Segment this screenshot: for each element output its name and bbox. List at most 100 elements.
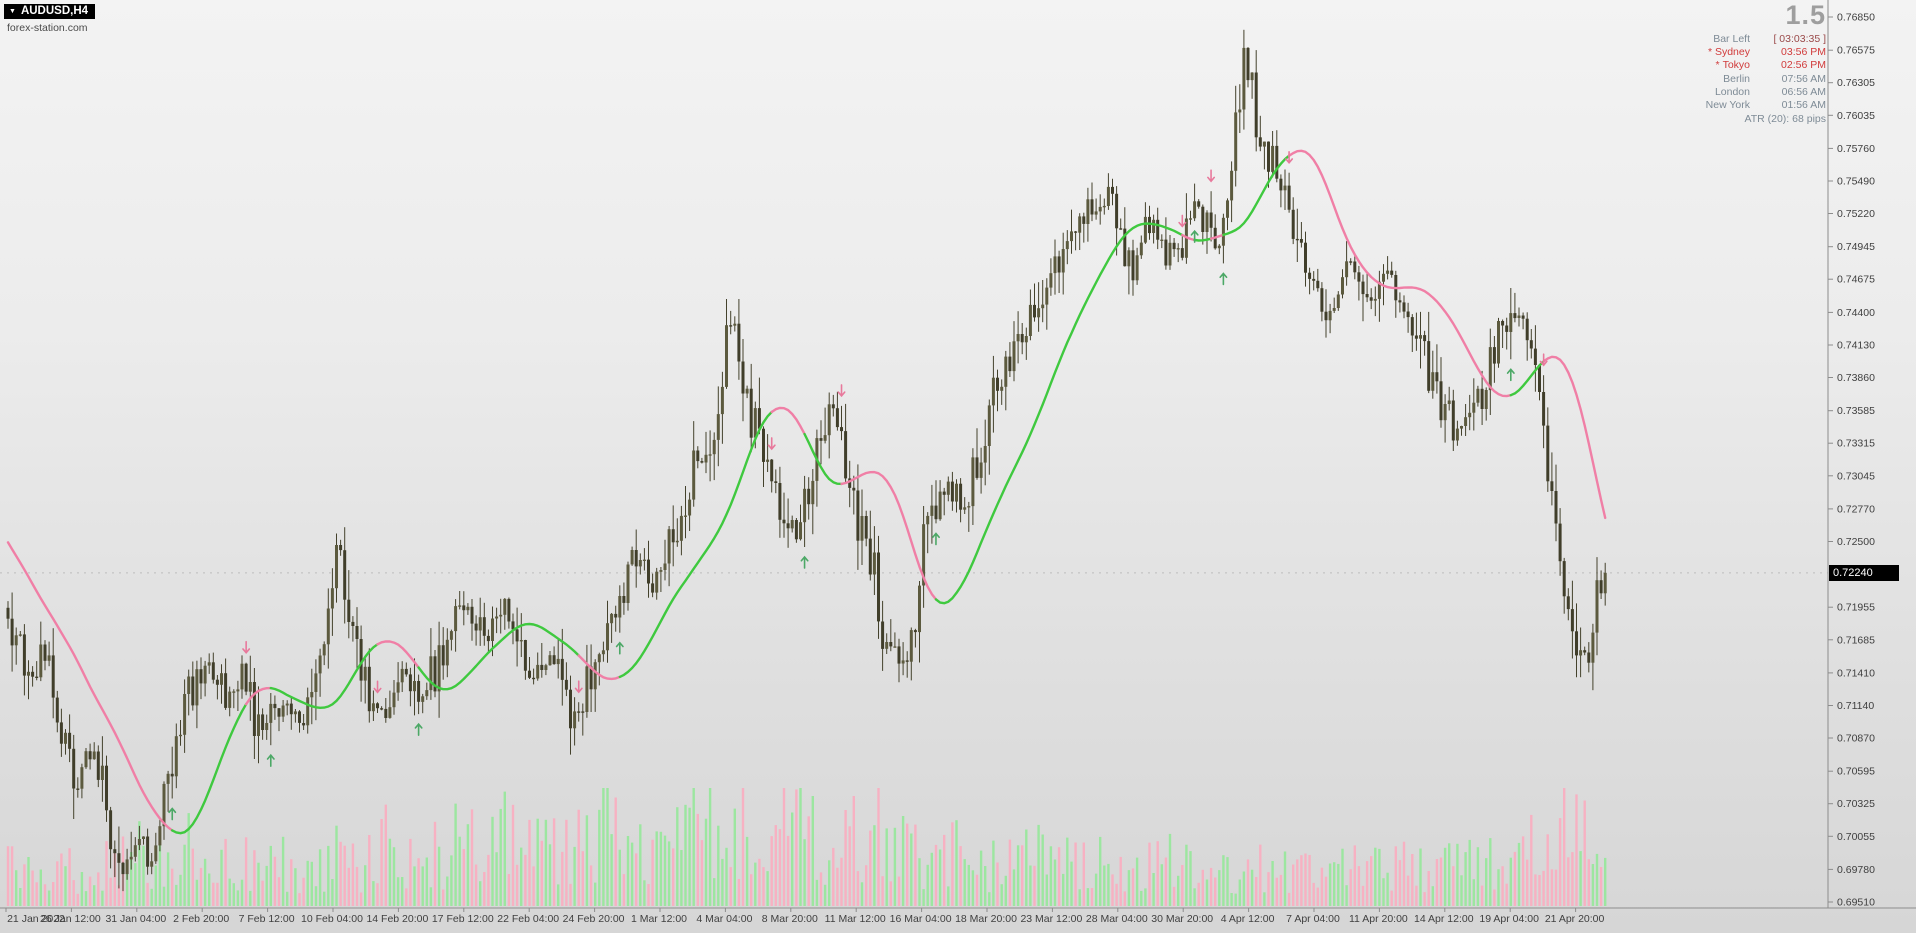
forex-station-watermark: forex-station.com: [7, 22, 88, 34]
up-arrow-icon: [266, 753, 275, 767]
up-arrow-icon: [1219, 272, 1228, 286]
price-axis-label: 0.71685: [1837, 634, 1875, 646]
price-axis-label: 0.75760: [1837, 143, 1875, 155]
session-time: 07:56 AM: [1781, 72, 1826, 85]
time-axis-label: 17 Feb 12:00: [432, 913, 494, 925]
session-row-london: London 06:56 AM: [1596, 86, 1826, 99]
ma-line: [6, 149, 1607, 835]
volume-bars: [6, 788, 1607, 906]
atr-row: ATR (20): 68 pips: [1596, 113, 1826, 126]
time-axis-label: 7 Apr 04:00: [1286, 913, 1340, 925]
price-axis-label: 0.72500: [1837, 536, 1875, 548]
price-axis-label: 0.76850: [1837, 12, 1875, 24]
time-axis-label: 21 Apr 20:00: [1545, 913, 1605, 925]
session-name: Sydney: [1714, 46, 1750, 59]
down-arrow-icon: [1539, 353, 1548, 367]
price-axis-label: 0.76035: [1837, 110, 1875, 122]
session-active-marker: *: [1715, 59, 1720, 72]
price-axis-label: 0.75490: [1837, 176, 1875, 188]
session-time: 01:56 AM: [1781, 99, 1826, 112]
up-arrow-icon: [1506, 368, 1515, 382]
session-name: Berlin: [1723, 72, 1750, 85]
session-row-berlin: Berlin 07:56 AM: [1596, 73, 1826, 86]
price-axis-label: 0.69510: [1837, 897, 1875, 909]
time-axis-label: 4 Apr 12:00: [1221, 913, 1275, 925]
time-axis-label: 21 Jan 2022: [7, 913, 65, 925]
price-axis-label: 0.73045: [1837, 470, 1875, 482]
price-axis-label: 0.73315: [1837, 438, 1875, 450]
bid-price-tag: 0.72240: [1829, 564, 1899, 581]
price-axis-label: 0.74945: [1837, 241, 1875, 253]
bar-left-label: Bar Left: [1713, 33, 1750, 45]
price-axis-label: 0.74400: [1837, 307, 1875, 319]
price-axis-label: 0.74130: [1837, 340, 1875, 352]
candles: [6, 29, 1607, 892]
bar-left-countdown: [ 03:03:35 ]: [1773, 33, 1826, 45]
up-arrow-icon: [615, 641, 624, 655]
time-axis-label: 23 Mar 12:00: [1020, 913, 1082, 925]
bar-left-row: Bar Left [ 03:03:35 ]: [1596, 33, 1826, 46]
time-axis-label: 16 Mar 04:00: [890, 913, 952, 925]
down-arrow-icon: [373, 680, 382, 694]
down-arrow-icon: [1207, 169, 1216, 183]
price-axis[interactable]: 0.76850 0.76575 0.76305 0.76035 0.75760 0.754…: [1827, 0, 1875, 909]
session-name: New York: [1705, 99, 1750, 112]
time-axis-label: 7 Feb 12:00: [239, 913, 295, 925]
time-axis-label: 19 Apr 04:00: [1479, 913, 1539, 925]
symbol-period-label: AUDUSD,H4: [20, 5, 89, 17]
time-axis-label: 2 Feb 20:00: [173, 913, 229, 925]
price-axis-label: 0.70055: [1837, 831, 1875, 843]
down-arrow-icon: [242, 640, 251, 654]
session-active-marker: *: [1707, 46, 1713, 59]
up-arrow-icon: [168, 807, 177, 821]
down-arrow-icon: [767, 437, 776, 451]
time-axis-label: 30 Mar 20:00: [1151, 913, 1213, 925]
down-arrow-icon: [1285, 150, 1294, 164]
time-axis-label: 14 Apr 12:00: [1414, 913, 1474, 925]
time-axis-label: 28 Mar 04:00: [1086, 913, 1148, 925]
session-time: 03:56 PM: [1781, 46, 1826, 59]
time-axis-label: 18 Mar 20:00: [955, 913, 1017, 925]
dropdown-triangle-icon: ▼: [9, 7, 16, 15]
down-arrow-icon: [1178, 214, 1187, 228]
time-axis-label: 1 Mar 12:00: [631, 913, 687, 925]
session-time: 06:56 AM: [1781, 85, 1826, 98]
atr-label: ATR (20): 68 pips: [1744, 113, 1826, 126]
price-axis-label: 0.71955: [1837, 602, 1875, 614]
session-row-tokyo: * Tokyo 02:56 PM: [1596, 59, 1826, 72]
price-axis-label: 0.73860: [1837, 372, 1875, 384]
session-name: Tokyo: [1722, 59, 1750, 72]
price-axis-label: 0.76575: [1837, 45, 1875, 57]
market-sessions-panel: Bar Left [ 03:03:35 ] * Sydney 03:56 PM …: [1596, 33, 1826, 126]
price-axis-label: 0.70325: [1837, 798, 1875, 810]
price-axis-label: 0.71410: [1837, 667, 1875, 679]
symbol-period-chip: ▼ AUDUSD,H4: [4, 4, 96, 19]
price-axis-label: 0.76305: [1837, 77, 1875, 89]
price-axis-label: 0.71140: [1837, 700, 1874, 712]
time-axis-label: 11 Apr 20:00: [1349, 913, 1408, 925]
signal-arrows: [168, 150, 1548, 821]
down-arrow-icon: [837, 384, 846, 398]
time-axis-label: 14 Feb 20:00: [366, 913, 428, 925]
session-time: 02:56 PM: [1781, 59, 1826, 72]
up-arrow-icon: [931, 532, 940, 546]
up-arrow-icon: [414, 722, 423, 736]
time-axis-label: 24 Feb 20:00: [563, 913, 625, 925]
price-axis-label: 0.70870: [1837, 733, 1875, 745]
time-axis-label: 26 Jan 12:00: [40, 913, 101, 925]
time-axis-label: 22 Feb 04:00: [497, 913, 559, 925]
up-arrow-icon: [1190, 229, 1199, 243]
time-axis-label: 31 Jan 04:00: [105, 913, 166, 925]
price-axis-label: 0.75220: [1837, 208, 1875, 220]
time-axis-label: 8 Mar 20:00: [762, 913, 818, 925]
price-axis-label: 0.69780: [1837, 864, 1875, 876]
up-arrow-icon: [800, 555, 809, 569]
price-axis-label: 0.74675: [1837, 274, 1875, 286]
session-row-sydney: * Sydney 03:56 PM: [1596, 46, 1826, 59]
session-row-newyork: New York 01:56 AM: [1596, 99, 1826, 112]
indicator-value: 1.5: [1785, 0, 1826, 30]
time-axis-label: 4 Mar 04:00: [696, 913, 752, 925]
